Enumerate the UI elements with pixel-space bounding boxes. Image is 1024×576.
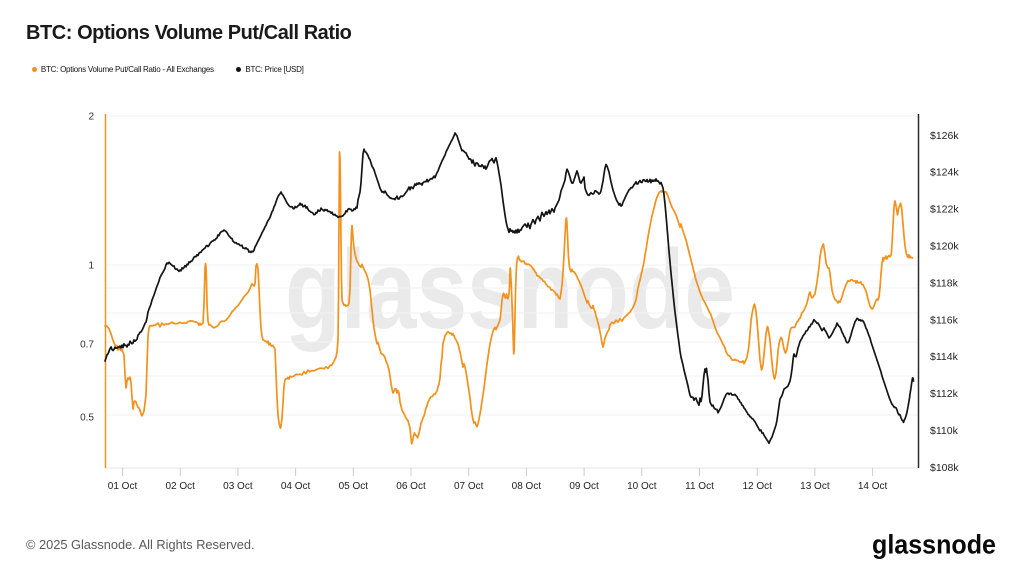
svg-text:02 Oct: 02 Oct [165,481,195,492]
svg-text:$124k: $124k [930,167,959,179]
svg-text:$108k: $108k [930,462,959,474]
svg-text:11 Oct: 11 Oct [685,481,714,492]
svg-text:04 Oct: 04 Oct [281,481,311,492]
svg-text:$110k: $110k [930,425,959,437]
svg-text:$120k: $120k [930,241,959,253]
svg-text:06 Oct: 06 Oct [396,481,426,492]
svg-text:2: 2 [88,112,94,123]
svg-text:$116k: $116k [930,314,959,326]
svg-text:01 Oct: 01 Oct [108,481,138,492]
svg-text:glassnode: glassnode [872,530,996,560]
svg-text:09 Oct: 09 Oct [569,481,599,492]
svg-text:$126k: $126k [930,130,959,142]
svg-text:0.7: 0.7 [80,340,94,351]
svg-text:$122k: $122k [930,204,959,216]
svg-text:05 Oct: 05 Oct [339,481,369,492]
svg-text:$112k: $112k [930,388,959,400]
svg-text:03 Oct: 03 Oct [223,481,253,492]
svg-text:08 Oct: 08 Oct [512,481,542,492]
svg-text:$118k: $118k [930,277,959,289]
svg-text:12 Oct: 12 Oct [742,481,772,492]
svg-text:$114k: $114k [930,351,959,363]
svg-text:14 Oct: 14 Oct [858,481,888,492]
svg-text:1: 1 [88,261,94,272]
svg-text:10 Oct: 10 Oct [627,481,657,492]
svg-text:13 Oct: 13 Oct [800,481,830,492]
svg-text:07 Oct: 07 Oct [454,481,484,492]
svg-text:0.5: 0.5 [80,413,94,424]
